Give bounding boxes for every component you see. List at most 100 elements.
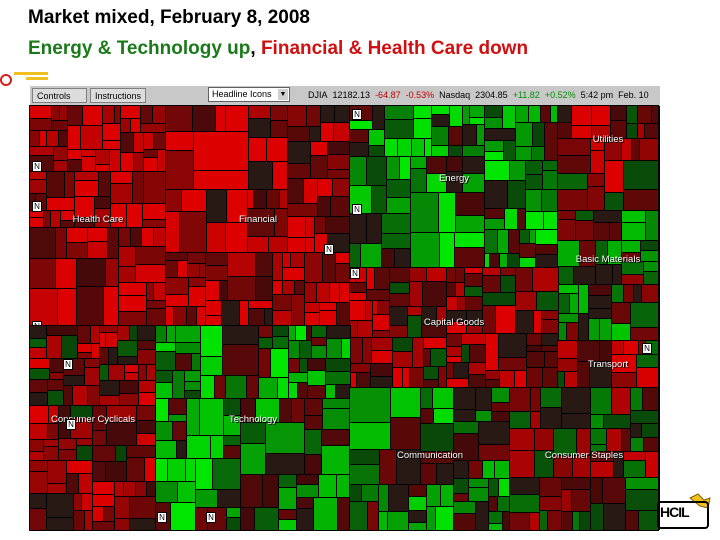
stock-cell[interactable]	[177, 481, 197, 504]
stock-cell[interactable]	[498, 333, 528, 359]
stock-cell[interactable]	[591, 125, 612, 140]
stock-cell[interactable]	[466, 325, 484, 335]
stock-cell[interactable]	[291, 398, 306, 424]
stock-cell[interactable]	[368, 129, 386, 147]
stock-cell[interactable]	[541, 189, 559, 213]
stock-cell[interactable]	[272, 161, 289, 191]
stock-cell[interactable]	[110, 171, 134, 185]
stock-cell[interactable]	[389, 293, 411, 308]
stock-cell[interactable]	[462, 105, 471, 126]
stock-cell[interactable]	[557, 105, 573, 124]
stock-cell[interactable]	[46, 325, 79, 337]
stock-cell[interactable]	[74, 217, 96, 229]
stock-cell[interactable]	[611, 372, 638, 389]
stock-cell[interactable]	[306, 105, 322, 128]
stock-cell[interactable]	[29, 439, 45, 453]
stock-cell[interactable]	[115, 445, 128, 463]
stock-cell[interactable]	[278, 519, 298, 531]
stock-cell[interactable]	[407, 306, 423, 317]
stock-cell[interactable]	[611, 323, 632, 342]
stock-cell[interactable]	[99, 347, 110, 366]
stock-cell[interactable]	[126, 203, 144, 229]
stock-cell[interactable]	[327, 141, 351, 156]
stock-cell[interactable]	[272, 336, 290, 350]
stock-cell[interactable]	[623, 160, 659, 191]
stock-cell[interactable]	[365, 300, 374, 322]
stock-cell[interactable]	[446, 310, 468, 323]
stock-cell[interactable]	[372, 300, 379, 316]
stock-cell[interactable]	[304, 429, 323, 456]
stock-cell[interactable]	[621, 138, 633, 162]
stock-cell[interactable]	[431, 145, 450, 158]
stock-cell[interactable]	[29, 227, 57, 260]
stock-cell[interactable]	[593, 222, 611, 242]
stock-cell[interactable]	[509, 387, 532, 413]
stock-cell[interactable]	[475, 387, 493, 412]
stock-cell[interactable]	[255, 398, 281, 424]
stock-cell[interactable]	[607, 240, 623, 266]
stock-cell[interactable]	[430, 348, 448, 368]
stock-cell[interactable]	[326, 338, 343, 360]
stock-cell[interactable]	[132, 171, 145, 205]
stock-cell[interactable]	[411, 138, 426, 158]
stock-cell[interactable]	[446, 333, 463, 348]
stock-cell[interactable]	[84, 358, 101, 369]
stock-cell[interactable]	[81, 149, 97, 158]
stock-cell[interactable]	[611, 302, 632, 325]
sector-staples[interactable]: Consumer Staples	[509, 387, 659, 531]
stock-cell[interactable]	[76, 286, 105, 327]
stock-cell[interactable]	[643, 271, 659, 286]
stock-cell[interactable]	[604, 160, 625, 194]
stock-cell[interactable]	[186, 398, 201, 437]
stock-cell[interactable]	[200, 375, 216, 400]
stock-cell[interactable]	[240, 507, 256, 531]
stock-cell[interactable]	[76, 258, 107, 288]
stock-cell[interactable]	[175, 342, 202, 355]
stock-cell[interactable]	[227, 276, 257, 302]
stock-cell[interactable]	[43, 439, 60, 448]
stock-cell[interactable]	[482, 267, 502, 277]
stock-cell[interactable]	[258, 348, 272, 379]
stock-cell[interactable]	[535, 229, 559, 246]
stock-cell[interactable]	[349, 320, 359, 339]
stock-cell[interactable]	[321, 445, 351, 476]
stock-cell[interactable]	[438, 366, 448, 389]
stock-cell[interactable]	[92, 481, 116, 496]
stock-cell[interactable]	[455, 267, 466, 284]
stock-cell[interactable]	[349, 243, 362, 269]
news-headline-icon[interactable]: N	[352, 109, 362, 120]
stock-cell[interactable]	[539, 510, 549, 531]
stock-cell[interactable]	[593, 210, 623, 224]
stock-cell[interactable]	[431, 126, 450, 147]
stock-cell[interactable]	[349, 213, 368, 245]
stock-cell[interactable]	[440, 484, 455, 508]
stock-cell[interactable]	[319, 310, 338, 327]
stock-cell[interactable]	[205, 280, 221, 302]
stock-cell[interactable]	[165, 105, 194, 133]
stock-cell[interactable]	[58, 405, 72, 440]
stock-cell[interactable]	[87, 385, 101, 407]
stock-cell[interactable]	[349, 120, 374, 131]
stock-cell[interactable]	[623, 451, 647, 462]
stock-cell[interactable]	[502, 105, 517, 130]
news-headline-icon[interactable]: N	[352, 204, 362, 215]
stock-cell[interactable]	[50, 210, 62, 229]
stock-cell[interactable]	[407, 315, 423, 339]
stock-cell[interactable]	[278, 474, 298, 489]
stock-cell[interactable]	[226, 189, 249, 224]
stock-cell[interactable]	[70, 417, 94, 440]
stock-cell[interactable]	[494, 460, 511, 480]
stock-cell[interactable]	[498, 478, 511, 498]
stock-cell[interactable]	[304, 252, 324, 284]
stock-cell[interactable]	[29, 118, 53, 132]
stock-cell[interactable]	[77, 325, 92, 345]
stock-cell[interactable]	[29, 493, 48, 510]
stock-cell[interactable]	[103, 506, 116, 523]
stock-cell[interactable]	[248, 105, 272, 120]
stock-cell[interactable]	[557, 313, 580, 324]
stock-cell[interactable]	[55, 258, 78, 290]
stock-cell[interactable]	[630, 423, 643, 439]
stock-cell[interactable]	[464, 286, 484, 298]
stock-cell[interactable]	[371, 185, 388, 215]
stock-cell[interactable]	[335, 263, 351, 284]
